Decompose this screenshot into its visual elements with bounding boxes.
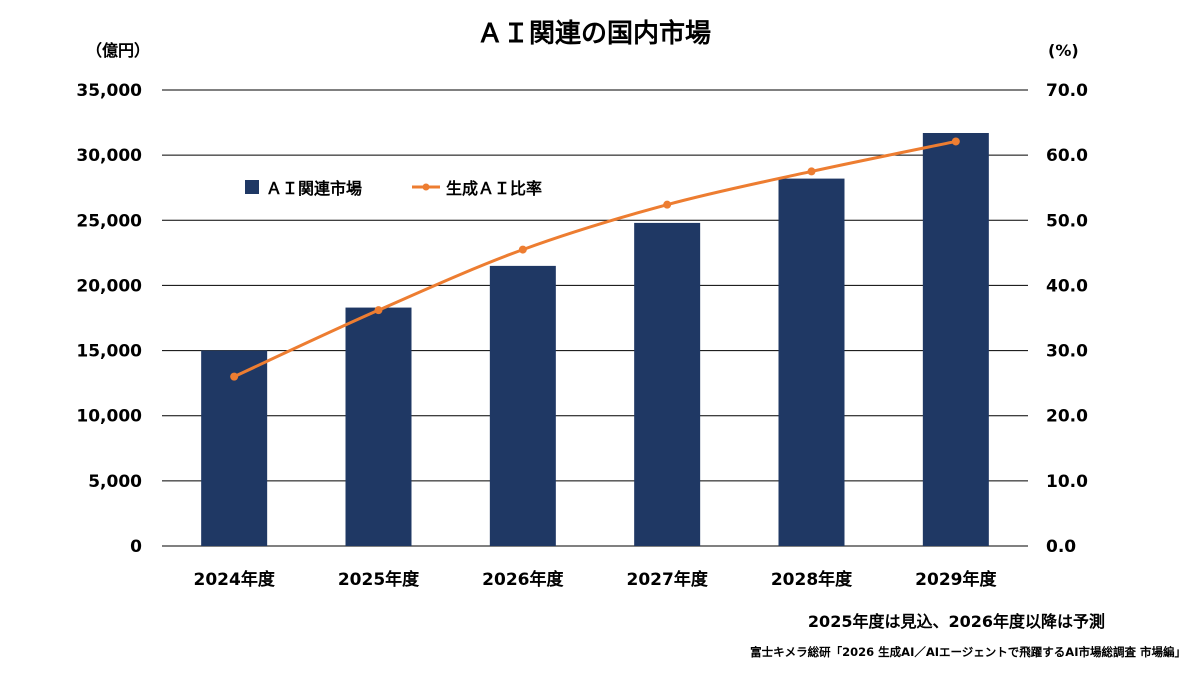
- legend-line-marker: [422, 183, 430, 191]
- source-note: 富士キメラ総研「2026 生成AI／AIエージェントで飛躍するAI市場総調査 市…: [750, 645, 1186, 659]
- ratio-line: [233, 139, 957, 378]
- right-axis-unit: (%): [1048, 41, 1079, 60]
- category-labels: 2024年度 2025年度 2026年度 2027年度 2028年度 2029年度: [194, 569, 998, 590]
- left-tick-label: 25,000: [76, 211, 142, 231]
- line-point: [374, 306, 383, 315]
- line-point: [663, 200, 672, 209]
- category-label: 2027年度: [627, 569, 709, 590]
- line-point: [230, 372, 239, 381]
- left-tick-label: 5,000: [88, 472, 142, 492]
- left-tick-label: 20,000: [76, 276, 142, 296]
- line-point: [807, 167, 816, 176]
- bar: [778, 178, 845, 546]
- forecast-note: 2025年度は見込、2026年度以降は予測: [808, 612, 1105, 631]
- legend-bar-swatch: [245, 180, 259, 194]
- right-tick-label: 70.0: [1046, 81, 1088, 101]
- right-tick-label: 60.0: [1046, 146, 1088, 166]
- bar: [201, 350, 268, 546]
- right-tick-label: 10.0: [1046, 472, 1088, 492]
- bar: [489, 265, 556, 546]
- line-point: [951, 137, 960, 146]
- legend-line-label: 生成ＡＩ比率: [446, 179, 542, 198]
- bar: [922, 132, 989, 546]
- left-axis-ticks: 0 5,000 10,000 15,000 20,000 25,000 30,000 35,0…: [76, 81, 142, 557]
- right-tick-label: 40.0: [1046, 276, 1088, 296]
- right-tick-label: 0.0: [1046, 537, 1076, 557]
- right-tick-label: 20.0: [1046, 407, 1088, 427]
- bar: [345, 307, 412, 546]
- left-tick-label: 30,000: [76, 146, 142, 166]
- category-label: 2025年度: [338, 569, 420, 590]
- category-label: 2029年度: [915, 569, 997, 590]
- right-axis-ticks: 0.0 10.0 20.0 30.0 40.0 50.0 60.0 70.0: [1046, 81, 1088, 557]
- gridlines: [162, 89, 1028, 547]
- left-tick-label: 10,000: [76, 407, 142, 427]
- bar: [634, 222, 701, 547]
- category-label: 2028年度: [771, 569, 853, 590]
- legend-bar-label: ＡＩ関連市場: [266, 179, 362, 198]
- left-tick-label: 35,000: [76, 81, 142, 101]
- left-tick-label: 0: [130, 537, 142, 557]
- left-tick-label: 15,000: [76, 342, 142, 362]
- right-tick-label: 50.0: [1046, 211, 1088, 231]
- right-tick-label: 30.0: [1046, 342, 1088, 362]
- category-label: 2026年度: [482, 569, 564, 590]
- bar-series: [201, 132, 989, 547]
- category-label: 2024年度: [194, 569, 276, 590]
- line-series: [230, 137, 960, 381]
- line-point: [518, 245, 527, 254]
- left-axis-unit: （億円）: [86, 41, 150, 60]
- chart-title: ＡＩ関連の国内市場: [477, 18, 711, 49]
- legend: ＡＩ関連市場 生成ＡＩ比率: [245, 179, 542, 198]
